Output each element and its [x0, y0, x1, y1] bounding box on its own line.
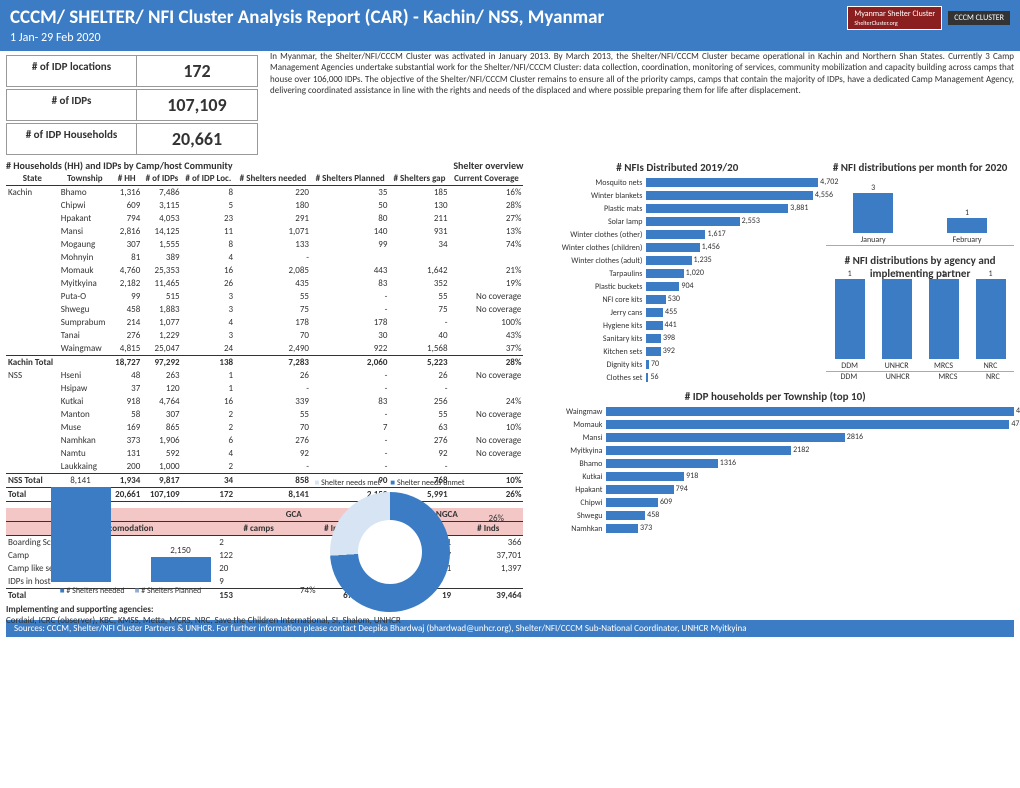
main-data-table: StateTownship# HH# of IDPs# of IDP Loc.#… — [6, 172, 523, 502]
top10-title: # IDP households per Township (top 10) — [536, 390, 1014, 403]
date-range: 1 Jan- 29 Feb 2020 — [10, 31, 604, 45]
stat-locations: # of IDP locations 172 — [6, 55, 258, 87]
legend-met: Shelter needs met — [314, 478, 380, 488]
nfi-distribution-chart: Mosquito nets4,702Winter blankets4,556Pl… — [536, 176, 818, 384]
nfi-agency-chart: 1DDM1UNHCR1MRCS1NRC — [826, 282, 1014, 372]
shelters-bar-chart: 8,141 2,150 — [6, 482, 255, 582]
intro-text: In Myanmar, the Shelter/NFI/CCCM Cluster… — [264, 51, 1020, 159]
legend-planned: # Shelters Planned — [135, 586, 202, 596]
donut-chart — [330, 492, 450, 612]
stat-idps: # of IDPs 107,109 — [6, 89, 258, 121]
legend-unmet: Shelter needs unmet — [390, 478, 464, 488]
nfi-month-title: # NFI distributions per month for 2020 — [826, 161, 1014, 174]
tbl-title-right: Shelter overview — [453, 159, 523, 172]
top10-chart: Waingmaw4815Momauk4760Mansi2816Myitkyina… — [536, 405, 1014, 535]
legend-needed: # Shelters needed — [60, 586, 125, 596]
cccm-logo: CCCM CLUSTER — [948, 11, 1010, 25]
stat-households: # of IDP Households 20,661 — [6, 123, 258, 155]
logo-group: Myanmar Shelter Cluster ShelterCluster.o… — [847, 6, 1010, 30]
shelter-cluster-logo: Myanmar Shelter Cluster ShelterCluster.o… — [847, 6, 942, 30]
tbl-title-left: # Households (HH) and IDPs by Camp/host … — [6, 159, 233, 172]
page-title: CCCM/ SHELTER/ NFI Cluster Analysis Repo… — [10, 6, 604, 29]
nfi-dist-title: # NFIs Distributed 2019/20 — [536, 161, 818, 174]
nfi-month-chart: 3January1February — [826, 176, 1014, 246]
header-bar: CCCM/ SHELTER/ NFI Cluster Analysis Repo… — [0, 0, 1020, 51]
